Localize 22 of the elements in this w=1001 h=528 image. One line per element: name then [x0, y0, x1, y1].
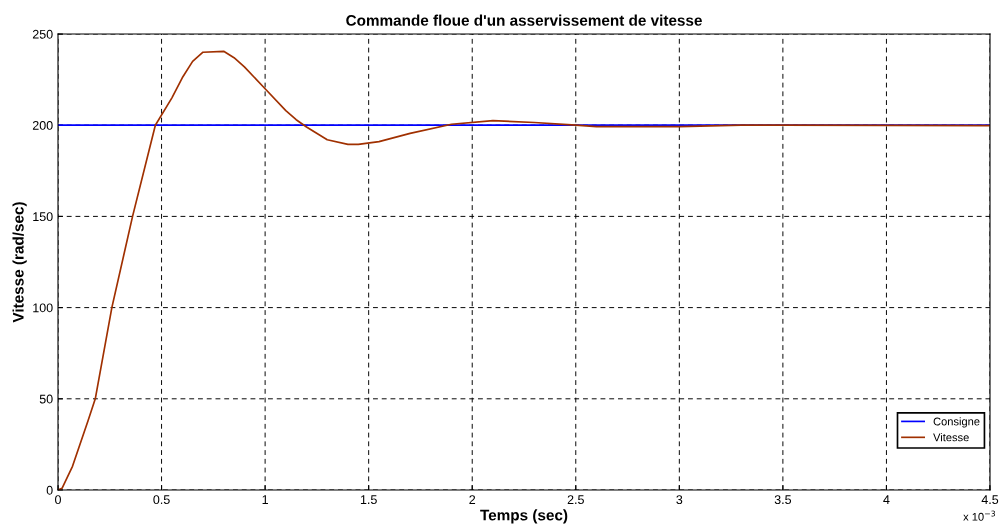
y-axis-title: Vitesse (rad/sec): [12, 202, 27, 323]
x-tick-label: 3.5: [774, 495, 792, 505]
x-tick-label: 0.5: [153, 495, 170, 505]
x-tick-label: 1: [262, 495, 268, 504]
x-tick-label: 2.5: [567, 495, 584, 505]
x-tick-label: 2: [469, 495, 476, 504]
x-tick-label: 0: [55, 495, 61, 505]
legend-label: Vitesse: [933, 433, 969, 442]
x-tick-label: 1.5: [360, 495, 377, 505]
y-tick-label: 200: [32, 121, 53, 130]
y-tick-label: 0: [46, 485, 53, 495]
legend-label: Consigne: [933, 417, 980, 428]
y-tick-label: 50: [39, 394, 53, 404]
y-tick-label: 100: [33, 303, 53, 313]
x-tick-label: 4.5: [981, 495, 999, 505]
x-tick-label: 4: [883, 495, 890, 504]
y-tick-label: 250: [32, 29, 53, 39]
text: x 10$^{−3}$: [963, 510, 996, 521]
y-tick-label: 150: [33, 212, 53, 222]
x-tick-label: 3: [676, 495, 683, 505]
chart-title: Commande floue d'un asservissement de vitesse: [346, 14, 702, 26]
x-axis-title: Temps (sec): [480, 509, 568, 524]
